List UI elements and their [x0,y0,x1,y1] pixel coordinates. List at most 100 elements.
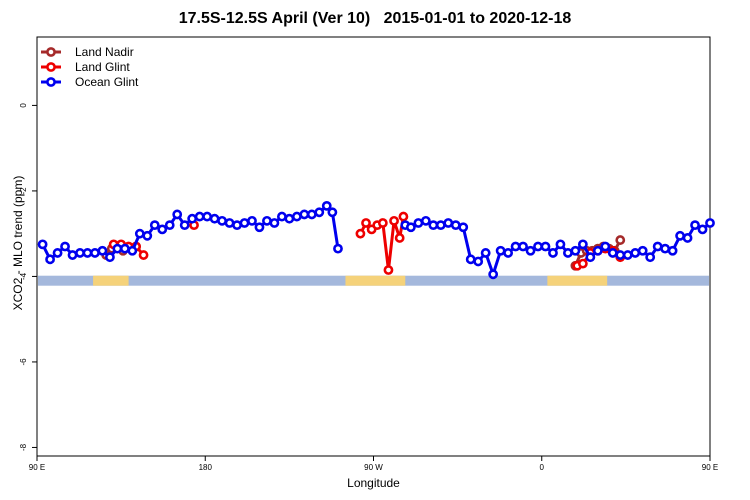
data-point [389,215,399,226]
data-point [45,254,55,265]
data-point [232,220,242,231]
data-point [592,245,603,256]
data-point [488,269,499,280]
data-point [630,248,641,258]
data-point [142,230,153,241]
data-point [291,211,302,222]
data-point [503,248,513,258]
data-point [607,248,618,258]
y-tick-label: -4 [19,272,28,280]
data-point [525,245,536,256]
data-point [465,254,476,265]
data-point [52,248,63,258]
data-point [134,228,145,239]
legend-item: Ocean Glint [41,75,139,89]
legend-label: Land Glint [75,60,130,74]
data-point [622,250,633,260]
data-point [443,218,454,228]
data-point [420,215,431,226]
data-point [690,220,700,231]
data-point [577,239,588,250]
data-point [209,213,220,224]
data-point [355,228,366,239]
data-point [149,220,160,231]
x-tick-label: 180 [199,463,213,472]
data-point [570,245,581,256]
data-point [75,248,85,258]
land-segment [345,275,406,286]
data-point [82,248,93,258]
data-point [540,241,551,252]
data-point [361,218,371,228]
data-point [112,243,123,254]
data-point [705,218,715,228]
data-point [645,252,656,263]
data-point [90,248,100,258]
data-point [306,209,317,220]
x-tick-label: 90 W [364,463,383,472]
data-point [675,230,685,241]
data-point [187,213,198,224]
data-point [615,235,626,245]
data-point [224,218,235,228]
data-point [473,256,484,267]
data-point [262,215,272,226]
data-point [518,241,528,252]
data-point [138,250,149,260]
legend-item: Land Nadir [41,45,134,59]
data-point [495,245,506,256]
data-point [284,213,295,224]
data-point [667,245,678,256]
x-axis-label: Longitude [347,476,400,490]
data-point [697,224,708,235]
data-point [548,248,558,258]
data-point [652,241,663,252]
data-point [637,245,648,256]
data-point [600,241,611,252]
series-ocean-glint [37,200,715,280]
legend-item: Land Glint [41,60,130,74]
data-point [377,218,388,228]
data-point [682,233,693,243]
legend-marker [46,47,56,57]
data-point [585,252,596,263]
data-point [533,241,543,252]
data-point [615,250,626,260]
data-point [254,222,265,233]
data-point [239,218,250,228]
data-point [383,265,394,275]
data-point [157,224,168,235]
data-point [510,241,521,252]
data-point [398,211,409,222]
data-point [321,200,332,211]
y-tick-label: -6 [19,358,28,366]
series-layer [37,200,715,280]
data-point [217,215,227,226]
data-point [428,220,439,231]
y-tick-label: -2 [19,187,28,195]
x-tick-label: 90 E [702,463,718,472]
land-ocean-band [38,275,709,286]
data-point [480,248,491,258]
x-tick-label: 90 E [29,463,45,472]
data-point [276,211,287,222]
legend-label: Land Nadir [75,45,134,59]
axis-layer: 90 E 180 90 W 0 90 E 0 -2 -4 -6 -8 [19,103,718,472]
data-point [269,218,280,228]
data-point [67,250,78,260]
y-tick-label: -8 [19,443,28,451]
data-point [435,220,446,231]
data-point [333,243,343,254]
data-point [555,239,566,250]
legend-marker [46,77,56,87]
data-point [127,245,138,256]
data-point [247,215,257,226]
data-point [660,243,671,254]
data-point [327,207,338,218]
data-point [563,248,573,258]
x-tick-label: 0 [540,463,545,472]
data-point [394,233,405,243]
data-point [60,241,70,252]
